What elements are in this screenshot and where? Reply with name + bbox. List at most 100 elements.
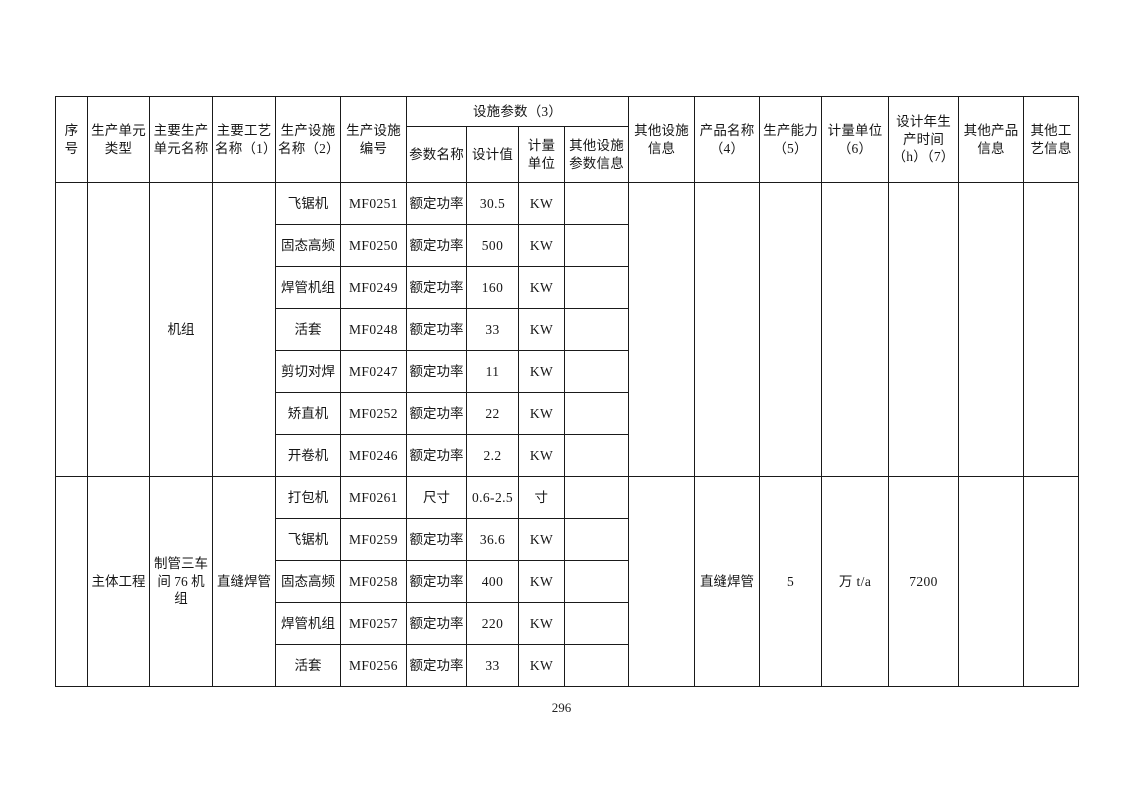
col-header-unit-name: 主要生产单元名称: [149, 96, 213, 183]
cell-capacity-unit: 万 t/a: [821, 476, 890, 687]
cell-annual-hours: [888, 182, 960, 477]
cell-unit-name: 机组: [149, 182, 213, 477]
cell-facility-name: 固态高频: [275, 224, 341, 267]
header-row-bottom: 参数名称 设计值 计量单位 其他设施参数信息: [56, 126, 1079, 183]
cell-param-name: 额定功率: [406, 644, 467, 687]
cell-facility-code: MF0249: [340, 266, 407, 309]
col-header-other-process-info: 其他工艺信息: [1023, 96, 1080, 183]
cell-facility-name: 飞锯机: [275, 182, 341, 225]
cell-other-product-info: [958, 182, 1025, 477]
cell-design-value: 22: [466, 392, 519, 435]
table-row: 剪切对焊 MF0247 额定功率 11 KW: [56, 350, 1079, 393]
cell-param-name: 额定功率: [406, 182, 467, 225]
cell-capacity-unit: [821, 182, 890, 477]
cell-other-facility-info: [628, 476, 696, 687]
col-header-process-name: 主要工艺名称（1）: [212, 96, 277, 183]
cell-param-unit: KW: [518, 434, 565, 477]
cell-design-value: 33: [466, 308, 519, 351]
table-row: 活套 MF0256 额定功率 33 KW: [56, 644, 1079, 687]
cell-other-param-info: [563, 644, 630, 687]
cell-other-param-info: [563, 350, 630, 393]
cell-unit-type: [87, 182, 150, 477]
equipment-parameter-table: 序号 生产单元类型 主要生产单元名称 主要工艺名称（1） 生产设施名称（2） 生…: [55, 96, 1080, 687]
cell-design-value: 2.2: [466, 434, 519, 477]
cell-unit-type: 主体工程: [87, 476, 150, 687]
table-row: 机组 飞锯机 MF0251 额定功率 30.5 KW: [55, 182, 1080, 477]
table-row: 固态高频 MF0258 额定功率 400 KW: [56, 560, 1079, 603]
cell-param-name: 额定功率: [406, 392, 467, 435]
cell-param-name: 额定功率: [406, 224, 467, 267]
cell-param-name: 尺寸: [406, 476, 467, 519]
cell-seq: [55, 182, 88, 477]
cell-facility-code: MF0257: [340, 602, 407, 645]
cell-unit-name: 制管三车间 76 机组: [149, 476, 213, 687]
cell-facility-code: MF0250: [340, 224, 407, 267]
table-row: 飞锯机 MF0259 额定功率 36.6 KW: [56, 518, 1079, 561]
cell-facility-name: 焊管机组: [275, 266, 341, 309]
col-header-other-product-info: 其他产品信息: [958, 96, 1025, 183]
cell-param-name: 额定功率: [406, 560, 467, 603]
cell-other-param-info: [563, 182, 630, 225]
cell-design-value: 36.6: [466, 518, 519, 561]
cell-facility-name: 焊管机组: [275, 602, 341, 645]
cell-facility-name: 开卷机: [275, 434, 341, 477]
cell-facility-name: 剪切对焊: [275, 350, 341, 393]
cell-facility-code: MF0246: [340, 434, 407, 477]
cell-design-value: 0.6-2.5: [466, 476, 519, 519]
cell-param-unit: KW: [518, 182, 565, 225]
cell-capacity: 5: [759, 476, 823, 687]
cell-facility-code: MF0251: [340, 182, 407, 225]
cell-param-unit: KW: [518, 266, 565, 309]
cell-capacity: [759, 182, 823, 477]
cell-param-unit: KW: [518, 602, 565, 645]
page-number: 296: [551, 700, 572, 715]
col-header-param-name: 参数名称: [406, 126, 467, 183]
cell-annual-hours: 7200: [888, 476, 960, 687]
table-row: 固态高频 MF0250 额定功率 500 KW: [56, 224, 1079, 267]
col-header-facility-name: 生产设施名称（2）: [275, 96, 341, 183]
cell-other-param-info: [563, 224, 630, 267]
table-row: 活套 MF0248 额定功率 33 KW: [56, 308, 1079, 351]
cell-param-name: 额定功率: [406, 602, 467, 645]
header-row-top: 序号 生产单元类型 主要生产单元名称 主要工艺名称（1） 生产设施名称（2） 生…: [55, 96, 1080, 183]
col-header-unit-type: 生产单元类型: [87, 96, 150, 183]
cell-facility-code: MF0248: [340, 308, 407, 351]
cell-other-param-info: [563, 392, 630, 435]
cell-design-value: 500: [466, 224, 519, 267]
cell-other-param-info: [563, 434, 630, 477]
cell-design-value: 33: [466, 644, 519, 687]
cell-facility-code: MF0252: [340, 392, 407, 435]
cell-other-process-info: [1023, 476, 1080, 687]
table-row: 主体工程 制管三车间 76 机组 直缝焊管 打包机 MF0261 尺寸 0.6-2.5 寸直缝…: [55, 476, 1080, 687]
col-header-capacity-unit: 计量单位（6）: [821, 96, 890, 183]
col-header-product-name: 产品名称（4）: [694, 96, 761, 183]
cell-other-param-info: [563, 266, 630, 309]
col-header-other-param-info: 其他设施参数信息: [563, 126, 630, 183]
col-header-annual-hours: 设计年生产时间（h）（7）: [888, 96, 960, 183]
cell-param-unit: 寸: [518, 476, 565, 519]
cell-other-param-info: [563, 602, 630, 645]
cell-facility-name: 活套: [275, 308, 341, 351]
cell-param-name: 额定功率: [406, 266, 467, 309]
cell-product-name: [694, 182, 761, 477]
cell-facility-name: 打包机: [275, 476, 341, 519]
cell-other-facility-info: [628, 182, 696, 477]
col-header-capacity: 生产能力（5）: [759, 96, 823, 183]
col-header-design-value: 设计值: [466, 126, 519, 183]
cell-design-value: 160: [466, 266, 519, 309]
cell-design-value: 220: [466, 602, 519, 645]
cell-design-value: 11: [466, 350, 519, 393]
cell-facility-name: 矫直机: [275, 392, 341, 435]
cell-param-unit: KW: [518, 350, 565, 393]
table-header: 序号 生产单元类型 主要生产单元名称 主要工艺名称（1） 生产设施名称（2） 生…: [55, 96, 1080, 183]
col-header-facility-params-group: 设施参数（3）: [405, 96, 630, 127]
col-header-other-facility-info: 其他设施信息: [628, 96, 696, 183]
cell-other-param-info: [563, 560, 630, 603]
cell-facility-code: MF0256: [340, 644, 407, 687]
table-row: 焊管机组 MF0257 额定功率 220 KW: [56, 602, 1079, 645]
table-body: 机组 飞锯机 MF0251 额定功率 30.5 KW 固态高频 MF0250 额定功率 500 KW…: [55, 182, 1080, 687]
cell-other-process-info: [1023, 182, 1080, 477]
cell-facility-name: 飞锯机: [275, 518, 341, 561]
cell-param-unit: KW: [518, 644, 565, 687]
